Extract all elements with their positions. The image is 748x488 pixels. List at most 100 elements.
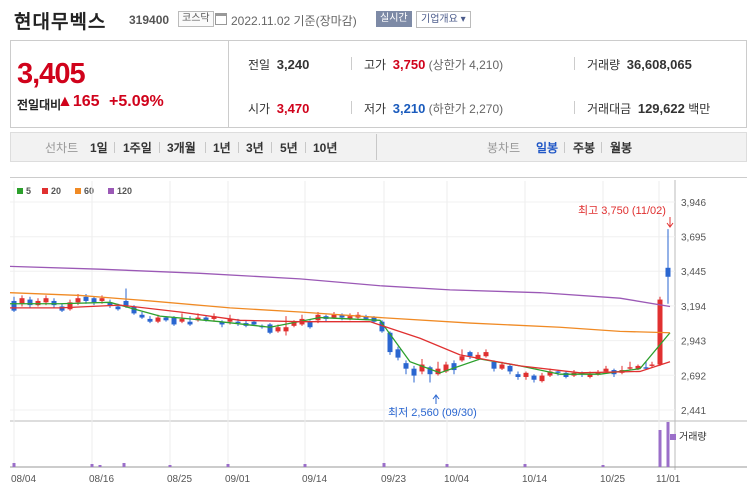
x-tick-label: 10/14 — [522, 474, 547, 485]
volume: 거래량 36,608,065 — [587, 56, 692, 73]
divider — [271, 142, 272, 153]
divider — [238, 142, 239, 153]
candle-body — [35, 300, 41, 306]
volume-bar — [658, 430, 662, 467]
volume-bar — [382, 463, 386, 467]
legend-label: 120 — [117, 186, 133, 196]
period-1w[interactable]: 1주일 — [123, 141, 152, 155]
candle-body — [227, 318, 233, 322]
candle-body — [131, 306, 137, 314]
low-value: 3,210 — [392, 101, 426, 116]
candle-body — [579, 372, 585, 375]
volume-value: 36,608,065 — [626, 57, 692, 72]
divider — [376, 134, 377, 160]
legend-swatch — [17, 188, 23, 194]
candle-body — [555, 371, 561, 373]
price-change: ▲165 — [57, 93, 100, 110]
candle-body — [507, 365, 513, 372]
candle-body — [59, 306, 65, 311]
candle-body — [531, 375, 537, 380]
candle-monthly[interactable]: 월봉 — [610, 141, 633, 155]
candle-body — [665, 267, 671, 277]
legend-label: 60 — [84, 186, 95, 196]
candle-body — [11, 300, 17, 311]
x-tick-label: 08/04 — [11, 474, 36, 485]
candle-body — [587, 374, 593, 377]
candle-body — [539, 375, 545, 382]
candle-body — [283, 327, 289, 332]
candle-body — [83, 296, 89, 301]
high-value: 3,750 — [392, 57, 426, 72]
candle-body — [67, 302, 73, 310]
legend-label: 20 — [51, 186, 62, 196]
volume-bar — [168, 465, 172, 467]
x-tick-label: 09/23 — [381, 474, 406, 485]
candle-body — [563, 372, 569, 377]
divider — [114, 142, 115, 153]
candle-body — [179, 318, 185, 322]
candle-body — [339, 314, 345, 318]
current-price: 3,405 — [17, 58, 86, 90]
x-tick-label: 10/25 — [600, 474, 625, 485]
candle-body — [459, 356, 465, 361]
volume-bar — [523, 464, 527, 467]
low-price: 저가 3,210 (하한가 2,270) — [364, 100, 503, 117]
divider — [228, 40, 229, 128]
period-3y[interactable]: 3년 — [246, 141, 264, 155]
candle-body — [411, 368, 417, 376]
candle-body — [99, 298, 105, 301]
volume-bar — [601, 465, 605, 467]
period-1d[interactable]: 1일 — [90, 141, 108, 155]
candle-body — [307, 321, 313, 328]
candle-body — [235, 321, 241, 324]
ma-line — [10, 304, 671, 374]
amount-label: 거래대금 — [587, 102, 632, 116]
candle-weekly[interactable]: 주봉 — [573, 141, 596, 155]
price-change-pct: +5.09% — [109, 93, 164, 110]
legend-ma120: 120 — [108, 186, 132, 196]
divider — [159, 142, 160, 153]
divider — [351, 101, 352, 114]
realtime-button[interactable]: 실시간 — [376, 11, 412, 27]
candle-body — [267, 324, 273, 333]
candle-body — [491, 361, 497, 369]
period-5y[interactable]: 5년 — [280, 141, 298, 155]
legend-swatch — [75, 188, 81, 194]
candle-body — [291, 321, 297, 326]
candle-chart-label: 봉차트 — [487, 141, 521, 155]
candle-body — [387, 332, 393, 353]
volume-bar — [666, 422, 670, 467]
y-tick-label: 2,441 — [681, 406, 706, 417]
low-annotation: 최저 2,560 (09/30) — [388, 406, 477, 419]
period-10y[interactable]: 10년 — [313, 141, 338, 155]
high-annotation: 최고 3,750 (11/02) — [578, 204, 666, 217]
candle-body — [379, 321, 385, 332]
y-tick-label: 3,445 — [681, 267, 706, 278]
volume-bar — [90, 464, 94, 467]
amount-unit: 백만 — [688, 102, 711, 116]
low-arrow-icon — [432, 394, 440, 404]
divider — [205, 142, 206, 153]
legend-ma5: 5 — [17, 186, 31, 196]
legend-label: 5 — [26, 186, 32, 196]
x-tick-label: 08/16 — [89, 474, 114, 485]
company-info-dropdown[interactable]: 기업개요 ▾ — [416, 11, 471, 28]
candle-body — [51, 300, 57, 306]
open-value: 3,470 — [276, 101, 310, 116]
period-3m[interactable]: 3개월 — [167, 141, 196, 155]
candle-body — [443, 364, 449, 372]
candle-daily[interactable]: 일봉 — [536, 141, 559, 155]
candle-body — [115, 306, 121, 310]
candle-body — [467, 352, 473, 357]
trade-amount: 거래대금 129,622 백만 — [587, 100, 710, 117]
divider — [574, 57, 575, 70]
legend-swatch — [108, 188, 114, 194]
divider — [574, 101, 575, 114]
candle-body — [643, 367, 649, 369]
change-label: 전일대비 — [17, 98, 62, 112]
period-1y[interactable]: 1년 — [213, 141, 231, 155]
volume-bar — [98, 465, 102, 467]
candle-body — [627, 367, 633, 369]
calendar-icon — [215, 13, 227, 25]
